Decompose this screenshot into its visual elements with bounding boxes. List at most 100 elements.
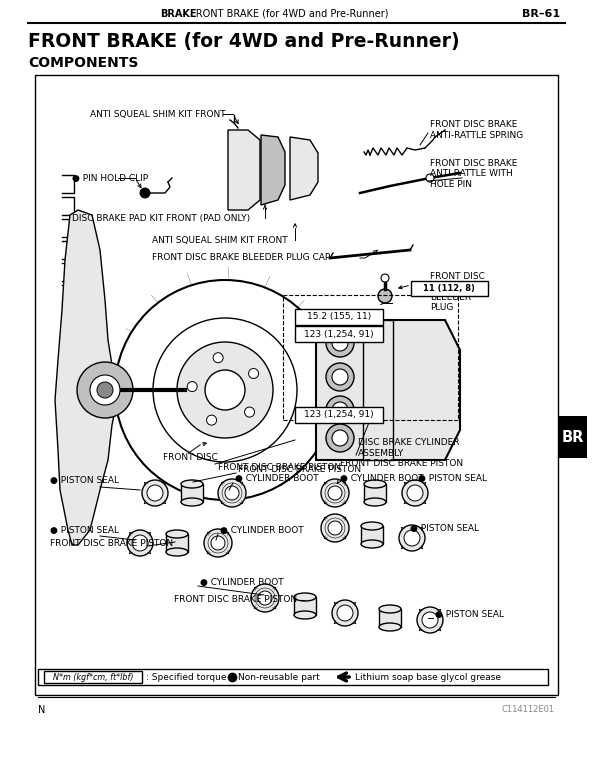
Circle shape <box>332 402 348 418</box>
Circle shape <box>140 188 150 198</box>
FancyBboxPatch shape <box>295 407 383 423</box>
FancyBboxPatch shape <box>295 309 383 325</box>
Bar <box>283 295 458 420</box>
Text: FRONT DISC BRAKE PISTON: FRONT DISC BRAKE PISTON <box>238 466 361 475</box>
Polygon shape <box>316 320 460 460</box>
Text: ● CYLINDER BOOT: ● CYLINDER BOOT <box>220 525 304 535</box>
FancyBboxPatch shape <box>295 326 383 342</box>
Text: ● PISTON SEAL: ● PISTON SEAL <box>50 476 119 485</box>
Circle shape <box>404 530 420 546</box>
Text: Lithium soap base glycol grease: Lithium soap base glycol grease <box>355 673 501 682</box>
Circle shape <box>206 415 216 425</box>
Circle shape <box>142 480 168 506</box>
Text: ● PISTON SEAL: ● PISTON SEAL <box>410 524 479 532</box>
Bar <box>379 609 401 627</box>
Text: N: N <box>38 705 46 715</box>
Bar <box>38 669 548 685</box>
Circle shape <box>326 363 354 391</box>
Bar <box>294 597 316 615</box>
Circle shape <box>77 362 133 418</box>
Text: Non-reusable part: Non-reusable part <box>238 673 320 682</box>
Text: FRONT DISC BRAKE
ANTI-RATTLE SPRING: FRONT DISC BRAKE ANTI-RATTLE SPRING <box>430 120 523 140</box>
Text: FRONT DISC BRAKE BLEEDER PLUG CAP: FRONT DISC BRAKE BLEEDER PLUG CAP <box>152 254 330 262</box>
Text: 15.2 (155, 11): 15.2 (155, 11) <box>307 312 371 321</box>
Text: – FRONT BRAKE (for 4WD and Pre-Runner): – FRONT BRAKE (for 4WD and Pre-Runner) <box>179 9 388 19</box>
Circle shape <box>132 535 148 551</box>
Circle shape <box>332 430 348 446</box>
Text: ● CYLINDER BOOT: ● CYLINDER BOOT <box>340 473 423 482</box>
Circle shape <box>97 382 113 398</box>
Text: FRONT DISC BRAKE PISTON: FRONT DISC BRAKE PISTON <box>218 463 341 472</box>
Circle shape <box>402 480 428 506</box>
Circle shape <box>244 407 254 417</box>
FancyBboxPatch shape <box>411 281 488 296</box>
Circle shape <box>248 368 259 378</box>
Text: FRONT DISC
BRAKE
BLEEDER
PLUG: FRONT DISC BRAKE BLEEDER PLUG <box>430 272 485 312</box>
Text: FRONT BRAKE (for 4WD and Pre-Runner): FRONT BRAKE (for 4WD and Pre-Runner) <box>28 32 460 51</box>
Circle shape <box>407 485 423 501</box>
Text: ● PISTON SEAL: ● PISTON SEAL <box>50 525 119 535</box>
Ellipse shape <box>361 522 383 530</box>
Bar <box>35 75 558 695</box>
Ellipse shape <box>181 480 203 488</box>
Bar <box>364 484 386 502</box>
Circle shape <box>321 514 349 542</box>
Circle shape <box>332 600 358 626</box>
Text: ● PISTON SEAL: ● PISTON SEAL <box>418 473 487 482</box>
Circle shape <box>218 479 246 507</box>
Text: ANTI SQUEAL SHIM KIT FRONT: ANTI SQUEAL SHIM KIT FRONT <box>152 235 288 245</box>
Circle shape <box>417 607 443 633</box>
Text: ● CYLINDER BOOT: ● CYLINDER BOOT <box>235 475 318 483</box>
Text: FRONT DISC BRAKE PISTON: FRONT DISC BRAKE PISTON <box>50 538 173 548</box>
Bar <box>363 320 393 460</box>
Polygon shape <box>228 130 260 210</box>
Text: 123 (1,254, 91): 123 (1,254, 91) <box>304 410 374 420</box>
Text: N*m (kgf*cm, ft*lbf): N*m (kgf*cm, ft*lbf) <box>53 673 133 682</box>
Circle shape <box>381 274 389 282</box>
Text: FRONT DISC BRAKE PISTON: FRONT DISC BRAKE PISTON <box>340 459 463 469</box>
Text: FRONT DISC BRAKE
ANTI RATTLE WITH
HOLE PIN: FRONT DISC BRAKE ANTI RATTLE WITH HOLE P… <box>430 159 517 189</box>
Text: BRAKE: BRAKE <box>160 9 196 19</box>
Text: ● PIN HOLD CLIP: ● PIN HOLD CLIP <box>72 173 148 183</box>
Polygon shape <box>261 135 285 205</box>
Bar <box>559 416 587 458</box>
Circle shape <box>127 530 153 556</box>
Text: 123 (1,254, 91): 123 (1,254, 91) <box>304 330 374 338</box>
Circle shape <box>326 424 354 452</box>
Bar <box>181 484 203 502</box>
Text: COMPONENTS: COMPONENTS <box>28 56 138 70</box>
Circle shape <box>422 612 438 628</box>
Text: ANTI SQUEAL SHIM KIT FRONT: ANTI SQUEAL SHIM KIT FRONT <box>90 110 225 118</box>
Text: : Specified torque: : Specified torque <box>146 673 227 682</box>
Ellipse shape <box>364 498 386 506</box>
Ellipse shape <box>361 540 383 548</box>
Ellipse shape <box>379 605 401 613</box>
Polygon shape <box>55 210 118 545</box>
Ellipse shape <box>294 611 316 619</box>
Ellipse shape <box>364 480 386 488</box>
Circle shape <box>90 375 120 405</box>
Text: C114112E01: C114112E01 <box>502 706 555 715</box>
Circle shape <box>204 529 232 557</box>
Bar <box>44 671 142 683</box>
Circle shape <box>187 381 197 391</box>
Circle shape <box>326 329 354 357</box>
Text: ● PISTON SEAL: ● PISTON SEAL <box>435 611 504 620</box>
Text: ● CYLINDER BOOT: ● CYLINDER BOOT <box>200 578 283 588</box>
Circle shape <box>328 486 342 500</box>
Circle shape <box>177 342 273 438</box>
Circle shape <box>153 318 297 462</box>
Circle shape <box>378 289 392 303</box>
Circle shape <box>426 174 434 182</box>
Circle shape <box>332 335 348 351</box>
Ellipse shape <box>166 530 188 538</box>
Circle shape <box>205 370 245 410</box>
Text: BR: BR <box>562 430 584 445</box>
Text: BR–61: BR–61 <box>522 9 560 19</box>
Bar <box>166 534 188 552</box>
Ellipse shape <box>181 498 203 506</box>
Circle shape <box>251 584 279 612</box>
Circle shape <box>332 369 348 385</box>
Circle shape <box>115 280 335 500</box>
Ellipse shape <box>166 548 188 556</box>
